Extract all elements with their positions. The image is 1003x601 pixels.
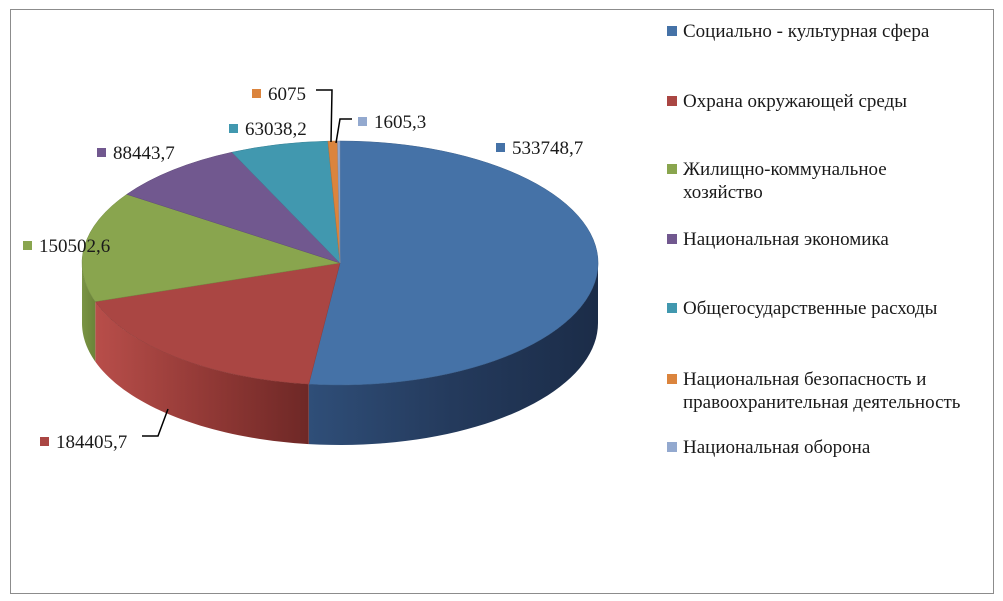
leader-line — [335, 118, 352, 144]
legend-label: Национальная безопасность и правоохранит… — [683, 369, 961, 413]
legend-label: Общегосударственные расходы — [683, 298, 938, 319]
legend-label: Национальная оборона — [683, 437, 871, 458]
pie-side-жилищно-коммунальное-хозяйство — [82, 263, 96, 362]
legend-label: Социально - культурная сфера — [683, 21, 930, 42]
legend-label: Охрана окружающей среды — [683, 91, 908, 112]
leader-line — [316, 89, 333, 143]
data-label-swatch — [229, 124, 238, 133]
data-label-swatch — [23, 241, 32, 250]
data-label-социально-культурная-сфера: 533748,7 — [512, 138, 583, 159]
data-label-жилищно-коммунальное-хозяйство: 150502,6 — [39, 236, 110, 257]
data-label-swatch — [496, 143, 505, 152]
data-label-swatch — [40, 437, 49, 446]
data-label-swatch — [252, 89, 261, 98]
legend-swatch — [667, 26, 677, 36]
legend-label: Национальная экономика — [683, 229, 889, 250]
data-label-национальная-безопасность-и-правоохранительная-деятельность: 6075 — [268, 84, 306, 105]
data-label-национальная-экономика: 88443,7 — [113, 143, 175, 164]
leader-line — [142, 408, 169, 437]
pie-slice-социально-культурная-сфера — [308, 140, 599, 386]
legend-swatch — [667, 442, 677, 452]
data-label-охрана-окружающей-среды: 184405,7 — [56, 432, 127, 453]
pie-slice-жилищно-коммунальное-хозяйство — [81, 194, 341, 302]
legend-swatch — [667, 96, 677, 106]
pie-side-социально-культурная-сфера — [308, 263, 598, 445]
data-label-swatch — [97, 148, 106, 157]
legend-swatch — [667, 234, 677, 244]
legend-swatch — [667, 164, 677, 174]
data-label-национальная-оборона: 1605,3 — [374, 112, 426, 133]
pie-slice-охрана-окружающей-среды — [94, 262, 341, 385]
data-label-общегосударственные-расходы: 63038,2 — [245, 119, 307, 140]
pie-slice-национальная-оборона — [337, 140, 341, 264]
pie-slice-национальная-экономика — [126, 151, 341, 264]
legend-label: Жилищно-коммунальное хозяйство — [683, 159, 887, 203]
pie-side-охрана-окружающей-среды — [95, 301, 309, 445]
legend-swatch — [667, 374, 677, 384]
legend-swatch — [667, 303, 677, 313]
data-label-swatch — [358, 117, 367, 126]
